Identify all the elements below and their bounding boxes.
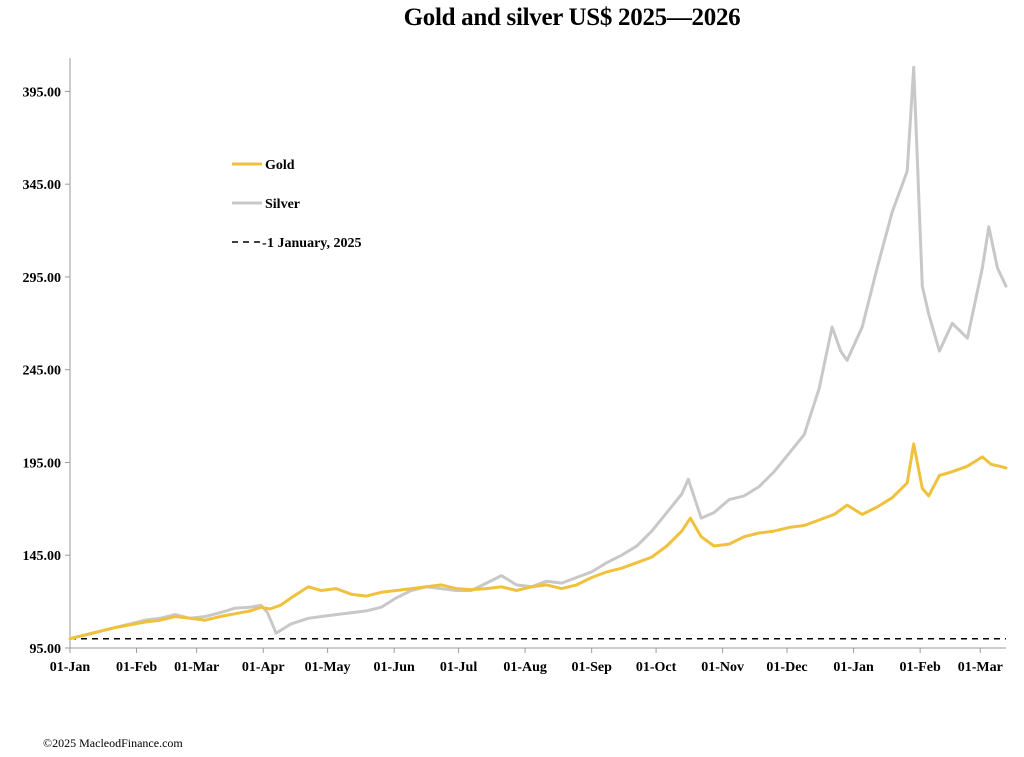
- silver-series-line: [68, 65, 1008, 641]
- x-axis-ticks: 01-Jan 01-Feb 01-Mar 01-Apr 01-May 01-Jun 01-J…: [50, 648, 1003, 675]
- x-tick-label: 01-Dec: [766, 660, 807, 675]
- axes: [69, 58, 1006, 649]
- x-tick-label: 01-Mar: [174, 660, 219, 675]
- x-tick-label: 01-Aug: [503, 660, 547, 675]
- x-tick-label: 01-Sep: [571, 660, 612, 675]
- series-lines: [68, 65, 1008, 641]
- y-tick-label: 195.00: [23, 456, 62, 471]
- x-tick-label: 01-Jun: [374, 660, 415, 675]
- y-tick-label: 345.00: [23, 178, 62, 193]
- chart-title: Gold and silver US$ 2025—2026: [403, 4, 741, 31]
- gold-series-line: [68, 442, 1008, 641]
- x-tick-label: 01-Apr: [242, 660, 285, 675]
- x-tick-label: 01-Mar: [958, 660, 1003, 675]
- legend-silver-label: Silver: [265, 197, 300, 212]
- y-tick-label: 245.00: [23, 364, 62, 379]
- legend-baseline-dash: -: [262, 236, 267, 251]
- x-tick-label: 01-May: [305, 660, 351, 675]
- x-tick-label: 01-Jul: [440, 660, 477, 675]
- x-tick-label: 01-Feb: [900, 660, 941, 675]
- x-tick-label: 01-Jan: [833, 660, 874, 675]
- legend: Gold Silver - 1 January, 2025: [232, 158, 362, 251]
- y-axis-ticks: 95.00 145.00 195.00 245.00 295.00 345.00 395.0…: [23, 85, 70, 657]
- x-tick-label: 01-Feb: [116, 660, 157, 675]
- y-tick-label: 95.00: [30, 642, 62, 657]
- x-tick-label: 01-Oct: [636, 660, 677, 675]
- y-tick-label: 395.00: [23, 85, 62, 100]
- legend-baseline-label: 1 January, 2025: [267, 236, 362, 251]
- y-tick-label: 145.00: [23, 549, 62, 564]
- x-tick-label: 01-Nov: [701, 660, 744, 675]
- copyright-text: ©2025 MacleodFinance.com: [43, 736, 183, 750]
- legend-gold-label: Gold: [265, 158, 295, 173]
- y-tick-label: 295.00: [23, 271, 62, 286]
- x-tick-label: 01-Jan: [50, 660, 91, 675]
